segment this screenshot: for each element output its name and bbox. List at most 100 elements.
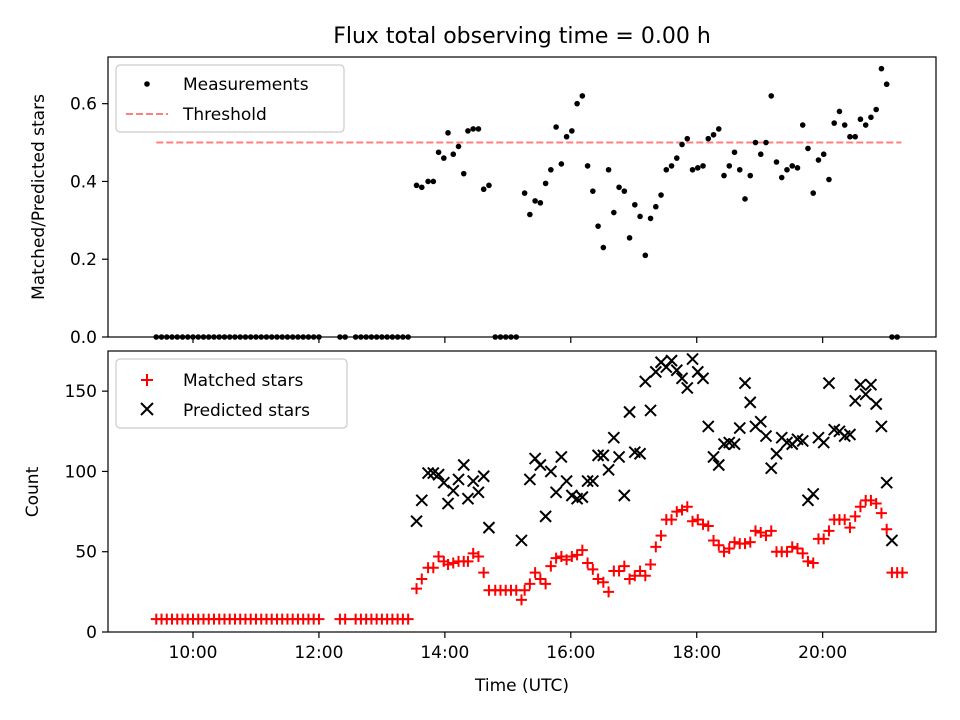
- x-tick-label: 10:00: [169, 643, 218, 663]
- matched-star-point: [529, 567, 541, 579]
- matched-star-point: [692, 514, 704, 526]
- measurement-point: [441, 155, 447, 161]
- matched-star-point: [613, 565, 625, 577]
- measurement-point: [889, 334, 895, 340]
- measurement-point: [274, 334, 280, 340]
- predicted-star-point: [702, 420, 715, 433]
- measurement-point: [184, 334, 191, 340]
- measurement-point: [789, 163, 796, 169]
- predicted-star-point: [437, 476, 451, 489]
- matched-star-point: [639, 570, 651, 582]
- measurement-point: [163, 334, 170, 340]
- predicted-star-point: [712, 458, 725, 472]
- predicted-star-point: [670, 364, 683, 377]
- bottom-x-ticks: 10:00 12:00 14:00 16:00 18:00 20:00: [169, 632, 847, 663]
- measurement-point: [637, 213, 643, 220]
- predicted-star-point: [447, 484, 460, 497]
- measurement-point: [226, 334, 233, 340]
- y-tick-label: 0: [86, 623, 97, 643]
- predicted-star-point: [848, 394, 862, 407]
- measurement-point: [305, 334, 312, 340]
- matched-star-point: [823, 525, 835, 537]
- measurement-point: [358, 334, 364, 340]
- measurement-point: [190, 334, 196, 340]
- measurement-point: [521, 190, 528, 196]
- matched-star-point: [534, 573, 546, 585]
- measurement-point: [542, 180, 549, 187]
- predicted-star-point: [421, 466, 435, 480]
- matched-star-point: [749, 525, 761, 537]
- predicted-star-point: [618, 489, 631, 502]
- matched-star-point: [655, 530, 667, 542]
- measurement-point: [595, 223, 601, 229]
- measurement-point: [799, 122, 806, 128]
- matched-star-point: [839, 514, 851, 526]
- matched-star-point: [786, 541, 798, 553]
- matched-star-point: [881, 523, 893, 535]
- matched-star-point: [802, 555, 814, 567]
- top-panel: Matched/Predicted stars 0.0 0.2 0.4 0.6 Mea…: [29, 56, 937, 348]
- measurements-series: [153, 65, 900, 340]
- measurement-point: [310, 334, 317, 340]
- predicted-star-point: [707, 450, 720, 464]
- matched-star-point: [807, 557, 819, 569]
- measurement-point: [558, 161, 565, 167]
- matched-star-point: [854, 501, 866, 513]
- predicted-star-point: [864, 378, 878, 391]
- x-tick-label: 12:00: [294, 643, 343, 663]
- bottom-plot-frame: [107, 350, 937, 633]
- measurement-point: [862, 122, 869, 128]
- measurement-point: [394, 334, 401, 340]
- measurement-point: [253, 334, 259, 340]
- measurement-point: [425, 178, 431, 185]
- measurement-point: [342, 334, 348, 340]
- measurement-point: [300, 334, 306, 340]
- predicted-star-point: [822, 376, 836, 390]
- predicted-star-point: [869, 397, 883, 411]
- matched-star-point: [729, 536, 741, 548]
- measurement-point: [389, 334, 396, 340]
- predicted-star-point: [639, 375, 652, 388]
- top-plot-frame: [107, 56, 937, 338]
- predicted-star-point: [461, 492, 475, 505]
- measurement-point: [873, 106, 879, 113]
- measurement-point: [237, 334, 244, 340]
- measurement-point: [763, 139, 769, 146]
- top-legend: Measurements Threshold: [115, 64, 345, 133]
- matched-star-point: [582, 557, 594, 569]
- predicted-star-point: [432, 468, 445, 481]
- measurement-point: [815, 157, 822, 163]
- predicted-star-point: [696, 372, 710, 385]
- predicted-star-point: [597, 449, 610, 462]
- measurement-point: [663, 166, 670, 173]
- measurement-point: [894, 334, 900, 340]
- matched-star-point: [818, 533, 830, 545]
- measurement-point: [805, 145, 811, 152]
- measurement-point: [673, 155, 680, 161]
- predicted-star-point: [843, 428, 857, 441]
- measurement-point: [497, 334, 504, 340]
- measurement-point: [502, 334, 509, 340]
- measurement-point: [205, 334, 212, 340]
- predicted-star-point: [555, 450, 568, 464]
- predicted-star-point: [441, 497, 455, 510]
- measurement-point: [705, 135, 712, 142]
- measurement-point: [742, 196, 748, 202]
- measurement-point: [492, 334, 499, 340]
- predicted-star-point: [581, 474, 594, 488]
- matched-star-point: [702, 520, 714, 532]
- matched-star-point: [339, 613, 351, 625]
- y-tick-label: 150: [65, 382, 97, 402]
- predicted-star-point: [644, 404, 657, 417]
- measurement-point: [405, 334, 411, 340]
- matched-star-point: [723, 543, 735, 555]
- measurement-point: [878, 65, 885, 72]
- matched-star-point: [708, 534, 720, 546]
- measurement-point: [475, 126, 482, 132]
- measurement-point: [337, 334, 343, 340]
- matched-star-point: [433, 551, 445, 563]
- measurement-point: [794, 165, 801, 171]
- measurement-point: [563, 133, 570, 140]
- measurement-point: [700, 163, 706, 169]
- predicted-star-point: [452, 473, 465, 486]
